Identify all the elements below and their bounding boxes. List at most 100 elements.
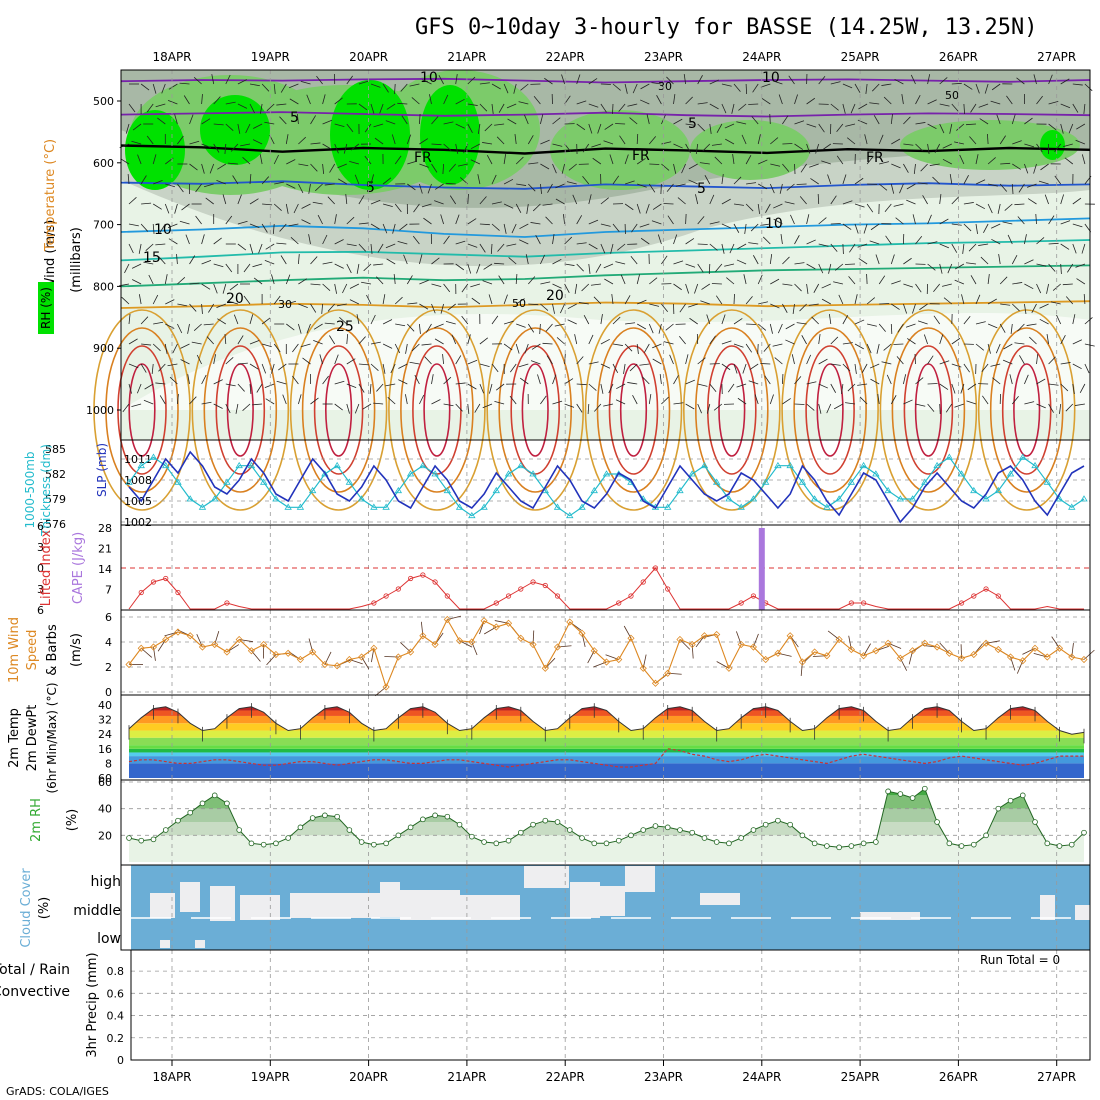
wind-barb <box>673 234 678 245</box>
wind-barb <box>702 143 711 152</box>
wind-barb <box>358 80 369 85</box>
wind-barb <box>796 322 807 325</box>
wind-barb <box>600 383 604 394</box>
date-tick-label: 21APR <box>447 50 486 64</box>
lifted-index-marker <box>750 593 757 599</box>
wind-barb <box>612 343 623 346</box>
wind-barb <box>1040 163 1049 171</box>
wind-barb <box>770 163 781 167</box>
wind-barb <box>939 403 941 415</box>
wind-barb <box>494 123 505 126</box>
lifted-index-marker <box>995 593 1001 599</box>
wind-barb <box>604 123 614 130</box>
wind-barb <box>169 376 178 385</box>
wind-barb <box>403 254 408 265</box>
wind-barb <box>951 196 960 205</box>
wind-barb <box>1060 243 1070 250</box>
wind-barb <box>616 383 626 390</box>
wind-barb <box>132 279 142 285</box>
wind-barb <box>1060 103 1071 109</box>
wind-barb <box>777 323 783 334</box>
wind-barb <box>159 223 166 233</box>
wind-barb <box>489 383 493 394</box>
wind-barb <box>640 99 650 105</box>
wind-barb <box>253 123 263 129</box>
wind-barb <box>574 283 578 294</box>
rh2m-marker <box>566 827 573 833</box>
wind-barb <box>744 223 747 234</box>
wind-barb <box>158 256 166 265</box>
wind-barb <box>411 97 420 105</box>
wind-barb <box>733 363 738 374</box>
wind-barb <box>479 243 486 253</box>
wind-barb <box>794 283 802 292</box>
wind-barb <box>1007 234 1013 245</box>
wind-barb <box>152 83 157 94</box>
wind-barb <box>443 121 454 125</box>
temp-band <box>129 706 1084 707</box>
wind-barb <box>845 402 856 405</box>
wind-barb <box>648 136 657 145</box>
wind-barb <box>222 283 227 294</box>
wind-barb <box>455 123 465 129</box>
wind-barb <box>276 380 287 385</box>
wind-barb <box>321 303 323 314</box>
wind-barb <box>249 223 260 228</box>
rh2m-marker <box>615 837 622 844</box>
wind-barb <box>963 83 973 90</box>
wind-barb <box>1064 157 1074 165</box>
wind-barb <box>873 115 880 125</box>
wind-barb <box>806 354 812 365</box>
wind-barb <box>736 259 747 265</box>
rh2m-marker <box>603 840 610 847</box>
wind-barb <box>322 283 331 291</box>
wind-barb <box>652 358 662 365</box>
wind-barb <box>954 279 965 285</box>
cloud-gap <box>290 893 380 918</box>
thickness-marker <box>235 461 243 469</box>
wind-barb <box>1048 263 1056 272</box>
wind-barb <box>225 74 231 85</box>
cloud-gap <box>625 866 655 892</box>
rh2m-marker <box>873 839 879 845</box>
wind-barb <box>515 298 525 305</box>
wind-barb <box>632 394 638 405</box>
wind-barb <box>249 243 254 254</box>
wind-barb <box>213 237 222 245</box>
wind-barb <box>542 203 553 206</box>
thickness-marker <box>823 503 831 510</box>
rh2m-marker <box>420 816 426 823</box>
wind-barb <box>927 403 935 412</box>
temperature-lobe <box>203 327 278 493</box>
wind-barb <box>228 300 239 305</box>
wind-barb <box>782 163 790 172</box>
wind-barb <box>701 283 711 290</box>
rh-shade-90 <box>330 80 410 190</box>
wind-barb <box>528 162 539 165</box>
wind-barb <box>1010 323 1013 334</box>
wind-barb <box>721 243 725 254</box>
wind-barb <box>406 134 412 145</box>
wind-barb <box>213 354 217 365</box>
thickness-marker <box>664 503 672 510</box>
wind-barb <box>1036 354 1039 365</box>
wind-barb <box>833 403 844 410</box>
thickness-marker <box>896 495 905 502</box>
wind-barb <box>503 154 507 165</box>
wind-barb <box>327 196 335 205</box>
wind-barb <box>252 403 263 406</box>
date-tick-label: 18APR <box>152 1070 191 1084</box>
wind-barb <box>1035 213 1037 225</box>
wind-barb <box>927 123 937 130</box>
wind-barb <box>685 283 690 294</box>
wind-barb <box>673 283 682 291</box>
wind-barb <box>757 274 763 285</box>
rh2m-marker <box>922 785 928 792</box>
wind-barb <box>382 83 389 93</box>
wind-barb <box>1024 143 1035 148</box>
wind-barb <box>482 280 493 285</box>
wind10-marker <box>688 640 696 649</box>
wind-barb <box>600 338 610 345</box>
wind-barb <box>806 143 811 154</box>
